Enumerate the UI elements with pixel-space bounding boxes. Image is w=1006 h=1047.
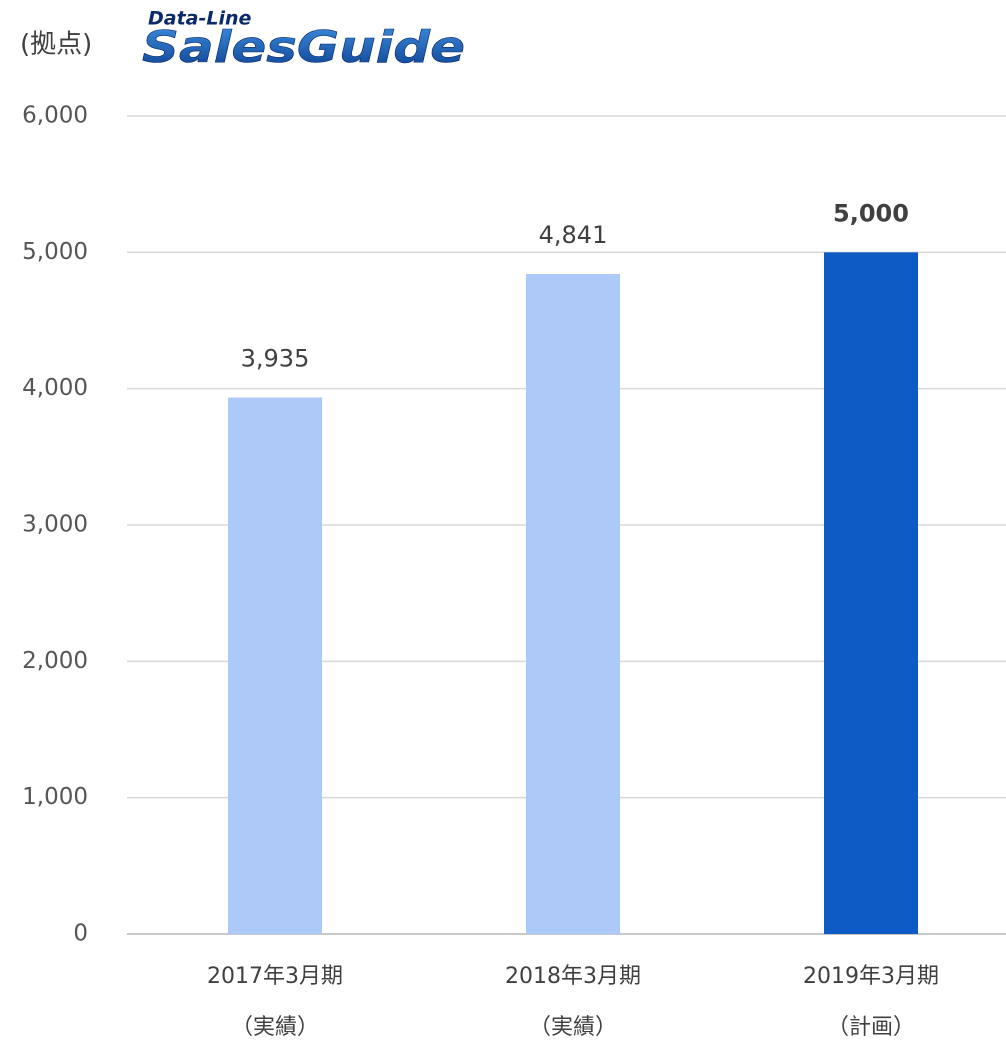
x-tick-label: 2018年3月期 (505, 964, 641, 989)
logo-top: Data-Line (148, 8, 252, 30)
y-tick-label: 0 (73, 921, 88, 947)
y-tick-label: 2,000 (22, 648, 88, 674)
x-tick-label: 2017年3月期 (207, 964, 343, 989)
y-tick-label: 6,000 (22, 103, 88, 129)
bar (228, 397, 322, 934)
bar (526, 274, 620, 934)
bar (824, 252, 918, 935)
y-tick-label: 5,000 (22, 239, 88, 265)
x-tick-note: （計画） (827, 1015, 915, 1040)
x-tick-note: （実績） (529, 1015, 617, 1040)
y-tick-label: 4,000 (22, 375, 88, 401)
value-label: 3,935 (241, 345, 310, 373)
logo-main: SalesGuide (142, 22, 465, 73)
value-label: 5,000 (833, 199, 909, 227)
x-tick-label: 2019年3月期 (803, 964, 939, 989)
y-tick-label: 1,000 (22, 784, 88, 810)
value-label: 4,841 (539, 221, 608, 249)
x-tick-note: （実績） (231, 1015, 319, 1040)
y-tick-label: 3,000 (22, 512, 88, 538)
unit-label: (拠点) (20, 30, 92, 60)
